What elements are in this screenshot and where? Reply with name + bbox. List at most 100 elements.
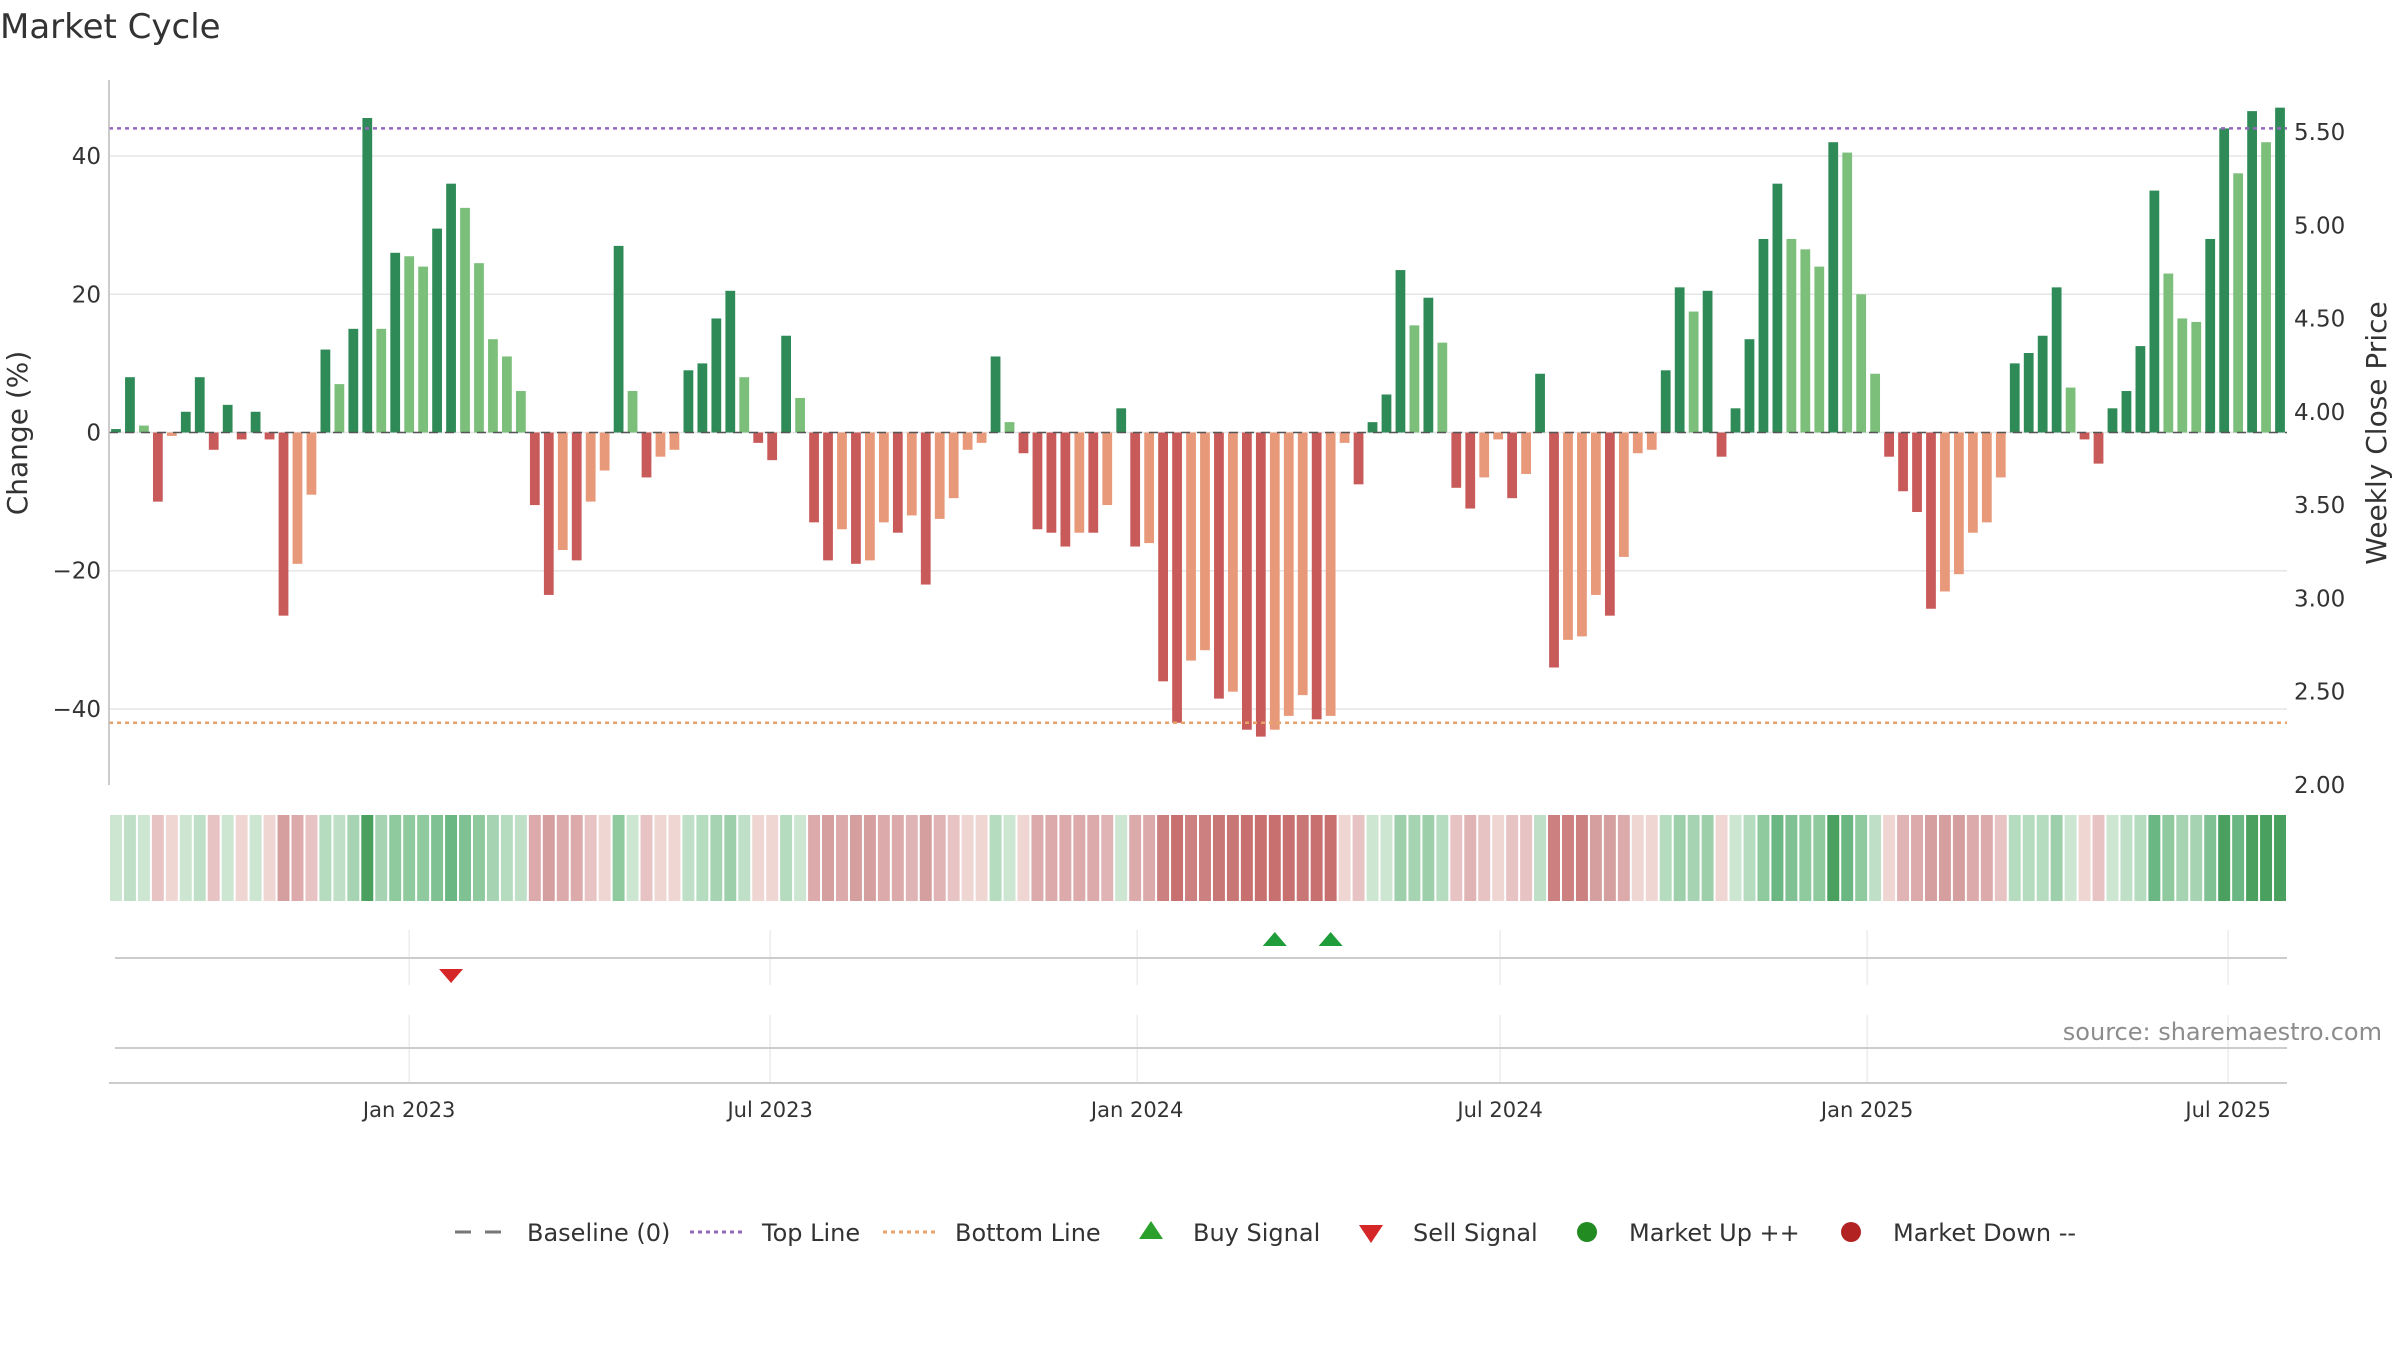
heat-cell-146	[2148, 815, 2161, 901]
bar-59	[934, 432, 945, 519]
source-annotation: source: sharemaestro.com	[2063, 1018, 2382, 1046]
heat-cell-123	[1827, 815, 1840, 901]
legend-label-5: Market Up ++	[1629, 1219, 1800, 1247]
bar-90	[1367, 422, 1378, 433]
bar-2	[139, 425, 149, 433]
bar-17	[348, 328, 359, 433]
bar-67	[1046, 432, 1057, 533]
reference-lines	[109, 127, 2287, 725]
legend-label-0: Baseline (0)	[527, 1219, 670, 1247]
heat-cell-147	[2162, 815, 2175, 901]
heat-cell-140	[2064, 815, 2077, 901]
heat-cell-7	[207, 815, 220, 901]
heat-cell-10	[249, 815, 262, 901]
bar-96	[1451, 432, 1462, 488]
heat-cell-152	[2232, 815, 2245, 901]
x-tick-label-1: Jul 2023	[725, 1098, 812, 1122]
bar-125	[1856, 294, 1867, 433]
bar-48	[781, 335, 792, 433]
y2-tick-label-6: 5.00	[2294, 213, 2345, 239]
bar-72	[1116, 408, 1127, 433]
heat-cell-31	[542, 815, 555, 901]
bar-5	[180, 411, 191, 433]
heat-cell-101	[1520, 815, 1533, 901]
bar-24	[446, 183, 456, 433]
heat-cell-4	[165, 815, 178, 901]
bar-28	[502, 356, 512, 433]
bar-151	[2219, 128, 2230, 433]
heat-cell-39	[654, 815, 667, 901]
legend-market-down-icon	[1841, 1222, 1861, 1242]
bar-31	[543, 432, 554, 595]
heat-cell-154	[2260, 815, 2273, 901]
legend-buy-signal-icon	[1139, 1221, 1163, 1239]
y-tick-label-4: 40	[72, 144, 101, 170]
heat-cell-153	[2246, 815, 2259, 901]
heat-cell-44	[724, 815, 737, 901]
bar-53	[851, 432, 861, 564]
heat-cell-136	[2008, 815, 2021, 901]
chart-title: Market Cycle	[0, 7, 221, 47]
bar-21	[404, 256, 415, 433]
heat-cell-55	[877, 815, 890, 901]
buy-signal-marker-1	[1318, 932, 1343, 946]
bar-119	[1772, 183, 1783, 433]
heat-cell-13	[291, 815, 304, 901]
heat-cell-144	[2120, 815, 2133, 901]
legend-label-4: Sell Signal	[1413, 1219, 1538, 1247]
bar-114	[1702, 290, 1713, 433]
bar-149	[2191, 321, 2202, 433]
heat-cell-34	[584, 815, 597, 901]
heat-cell-50	[808, 815, 821, 901]
y2-axis-title: Weekly Close Price	[2360, 301, 2393, 564]
bar-52	[837, 432, 847, 530]
bar-13	[292, 432, 303, 564]
bar-108	[1618, 432, 1629, 557]
bar-series	[111, 107, 2285, 737]
heat-cell-133	[1966, 815, 1979, 901]
heat-cell-100	[1506, 815, 1519, 901]
heat-cell-103	[1548, 815, 1560, 901]
bar-35	[599, 432, 610, 471]
bar-130	[1926, 432, 1936, 609]
heat-cell-60	[947, 815, 960, 901]
heat-cell-88	[1338, 815, 1351, 901]
bar-63	[990, 356, 1001, 433]
heat-cell-151	[2218, 815, 2231, 901]
heat-cell-21	[403, 815, 416, 901]
bar-16	[334, 384, 345, 433]
bar-80	[1228, 432, 1238, 692]
heat-cell-64	[1003, 815, 1016, 901]
bar-19	[376, 328, 387, 433]
heat-cell-58	[919, 815, 932, 901]
bar-112	[1674, 287, 1685, 433]
bar-47	[767, 432, 778, 461]
bar-23	[432, 228, 442, 433]
bar-36	[613, 245, 624, 433]
heat-cell-70	[1087, 815, 1100, 901]
heat-cell-1	[123, 815, 136, 901]
y2-tick-label-3: 3.50	[2294, 493, 2345, 519]
heat-cell-132	[1952, 815, 1965, 901]
heat-cell-66	[1031, 815, 1044, 901]
bar-61	[962, 432, 973, 450]
heat-cell-120	[1785, 815, 1798, 901]
buy-signal-marker-0	[1262, 932, 1287, 946]
heat-cell-98	[1478, 815, 1491, 901]
heat-cell-53	[849, 815, 862, 901]
y-tick-label-1: −20	[52, 559, 101, 585]
heat-cell-113	[1687, 815, 1700, 901]
bar-50	[809, 432, 819, 523]
bar-57	[906, 432, 917, 516]
axes: −40 −20 0 20 40 2.00 2.50 3.00 3.50 4.00 4.50 5.00 5…	[52, 80, 2345, 799]
bar-105	[1577, 432, 1587, 637]
bar-65	[1018, 432, 1029, 454]
heat-cell-141	[2078, 815, 2091, 901]
x-tick-label-5: Jul 2025	[2183, 1098, 2270, 1122]
heat-cell-150	[2204, 815, 2217, 901]
heat-cell-129	[1911, 815, 1923, 901]
heat-cell-94	[1422, 815, 1435, 901]
heat-cell-14	[305, 815, 318, 901]
heat-cell-45	[738, 815, 751, 901]
